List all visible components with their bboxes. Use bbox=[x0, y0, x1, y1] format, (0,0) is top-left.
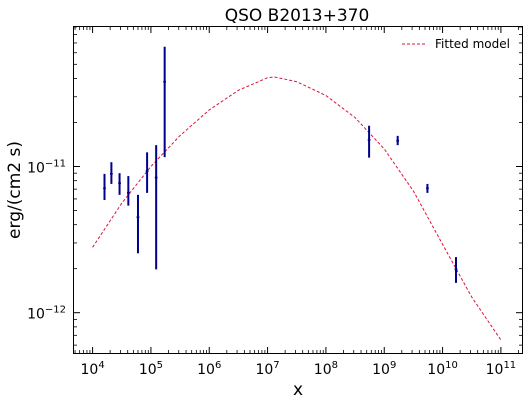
x-axis-label: x bbox=[293, 380, 303, 400]
data-point-11 bbox=[454, 267, 458, 271]
x-tick-label-7: 1011 bbox=[486, 360, 517, 378]
data-point-5 bbox=[145, 169, 149, 173]
x-tick-label-2: 106 bbox=[197, 360, 221, 378]
data-point-9 bbox=[396, 139, 400, 143]
x-tick-label-0: 104 bbox=[80, 360, 104, 378]
x-tick-label-6: 1010 bbox=[427, 360, 458, 378]
plot-frame bbox=[73, 26, 523, 354]
data-point-10 bbox=[426, 186, 429, 190]
chart-title: QSO B2013+370 bbox=[225, 6, 370, 26]
plot-area bbox=[92, 46, 502, 341]
model-curve bbox=[92, 76, 502, 341]
y-axis: 10−12 10−11 bbox=[27, 26, 522, 346]
y-tick-label-1: 10−11 bbox=[27, 159, 66, 177]
data-point-2 bbox=[118, 181, 121, 185]
data-point-4 bbox=[136, 215, 140, 219]
x-tick-label-5: 109 bbox=[372, 360, 396, 378]
data-point-6 bbox=[154, 176, 158, 179]
x-tick-label-1: 105 bbox=[139, 360, 163, 378]
data-point-1 bbox=[109, 172, 113, 176]
y-axis-label: erg/(cm2 s) bbox=[5, 141, 25, 239]
x-axis: 104 105 106 107 108 109 1010 1011 bbox=[74, 27, 519, 378]
data-point-8 bbox=[367, 138, 371, 142]
x-tick-label-3: 107 bbox=[255, 360, 279, 378]
legend: Fitted model bbox=[402, 37, 510, 51]
data-point-3 bbox=[126, 191, 130, 195]
legend-model-label: Fitted model bbox=[435, 37, 510, 51]
data-point-7 bbox=[163, 80, 167, 84]
y-tick-label-0: 10−12 bbox=[27, 305, 66, 323]
data-point-0 bbox=[103, 186, 106, 190]
x-tick-label-4: 108 bbox=[314, 360, 338, 378]
